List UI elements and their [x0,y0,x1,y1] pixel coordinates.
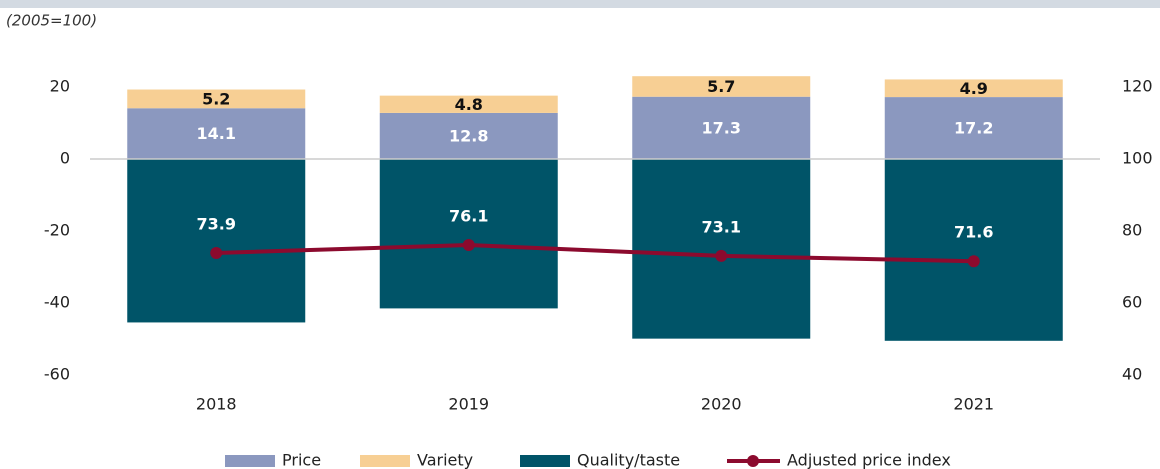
x-tick-label: 2020 [701,395,742,414]
y-tick-label: 20 [50,77,70,96]
bar-segment [884,159,1063,341]
bar-segment [632,96,811,159]
line-point [462,239,475,252]
chart-subtitle: (2005=100) [6,12,97,30]
legend-swatch [225,455,275,467]
data-label: 5.2 [202,89,230,108]
data-label: 17.3 [702,118,741,137]
bar-segment [884,79,1063,98]
bar-segment [884,97,1063,159]
data-label: 4.8 [455,95,483,114]
line-point [967,255,980,268]
y2-tick-label: 100 [1122,149,1153,168]
legend-label: Variety [417,451,473,469]
data-label: 12.8 [449,126,488,145]
y-tick-label: -60 [44,365,70,384]
y2-tick-label: 60 [1122,293,1142,312]
line-point [715,249,728,262]
x-tick-label: 2019 [448,395,489,414]
data-label: 17.2 [954,119,993,138]
x-tick-label: 2018 [196,395,237,414]
data-label: 4.9 [960,79,988,98]
legend-swatch [360,455,410,467]
legend-label: Quality/taste [577,451,680,469]
y-tick-label: -40 [44,293,70,312]
data-label: 71.6 [954,223,993,242]
data-label: 5.7 [707,77,735,96]
bar-segment [127,159,306,323]
y-tick-label: 0 [60,149,70,168]
bar-segment [379,95,558,113]
bar-segment [127,108,306,159]
bar-segment [127,89,306,109]
y2-tick-label: 40 [1122,365,1142,384]
line-point [210,246,223,259]
bar-segment [632,159,811,339]
bar-segment [379,112,558,159]
legend-label: Adjusted price index [787,451,951,469]
legend-label: Price [282,451,321,469]
bar-segment [379,159,558,309]
data-label: 76.1 [449,207,488,226]
y2-tick-label: 120 [1122,77,1153,96]
data-label: 73.1 [702,217,741,236]
legend-swatch-dot [747,455,759,467]
data-label: 73.9 [197,214,236,233]
legend-swatch [520,455,570,467]
y2-tick-label: 80 [1122,221,1142,240]
top-band [0,0,1160,8]
line [216,243,974,264]
y-tick-label: -20 [44,221,70,240]
x-tick-label: 2021 [953,395,994,414]
bar-segment [632,76,811,97]
data-label: 14.1 [197,124,236,143]
